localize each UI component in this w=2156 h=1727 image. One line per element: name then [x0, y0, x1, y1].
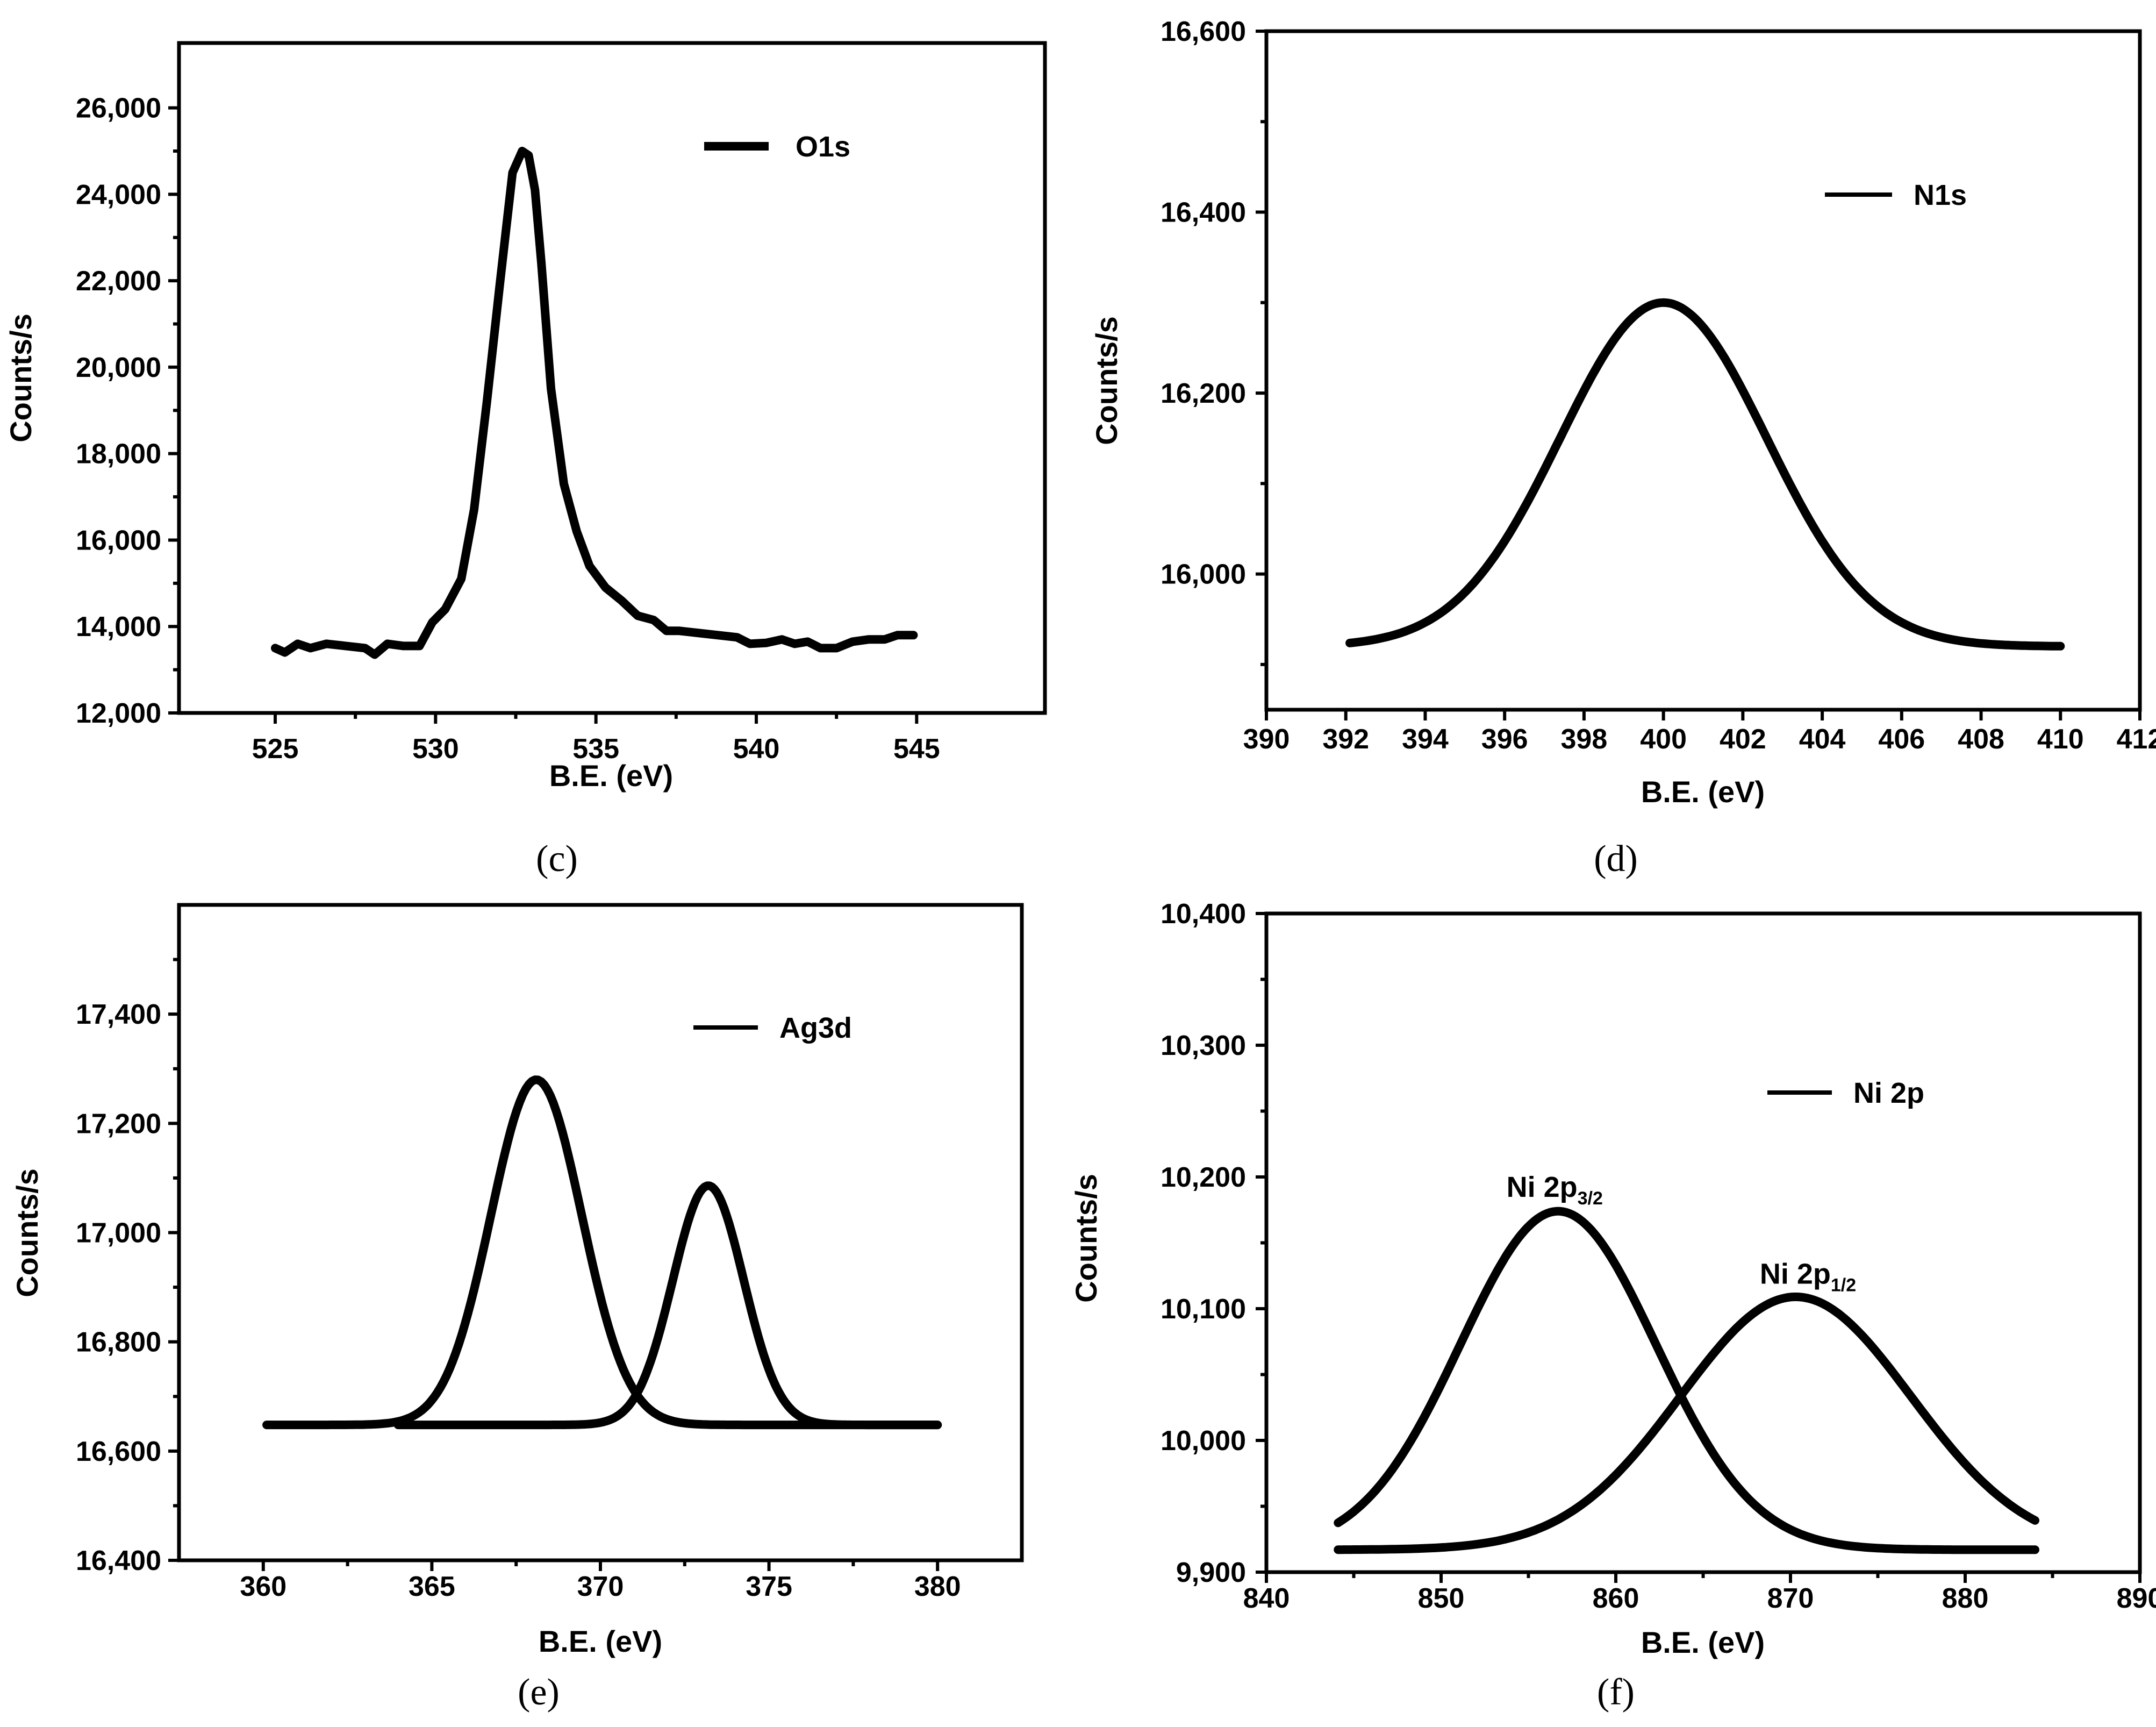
peak-curve-1 — [262, 1075, 942, 1430]
x-tick-label: 375 — [746, 1571, 792, 1602]
y-tick-label: 10,100 — [1161, 1294, 1246, 1325]
y-tick-label: 17,400 — [76, 999, 161, 1030]
y-tick-label: 20,000 — [76, 352, 161, 383]
y-axis-title: Counts/s — [4, 313, 38, 443]
x-tick-label: 530 — [412, 733, 459, 765]
x-tick-label: 850 — [1418, 1583, 1465, 1614]
peak-curve-2 — [1334, 1293, 2039, 1554]
x-tick-label: 540 — [733, 733, 780, 765]
y-tick-label: 16,200 — [1161, 378, 1246, 409]
y-tick-label: 10,000 — [1161, 1425, 1246, 1457]
peak-annotation: Ni 2p1/2 — [1760, 1258, 1856, 1295]
peak-curve-2 — [393, 1181, 942, 1430]
x-tick-label: 394 — [1402, 724, 1449, 755]
x-tick-label: 525 — [252, 733, 299, 765]
y-tick-label: 16,600 — [76, 1436, 161, 1467]
series-line-O1s — [271, 147, 918, 659]
x-tick-label: 370 — [577, 1571, 624, 1602]
x-tick-label: 890 — [2117, 1583, 2156, 1614]
y-tick-label: 17,000 — [76, 1218, 161, 1249]
peak-annotation: Ni 2p3/2 — [1507, 1171, 1603, 1209]
x-tick-label: 870 — [1767, 1583, 1814, 1614]
y-tick-label: 12,000 — [76, 698, 161, 729]
x-tick-label: 398 — [1561, 724, 1608, 755]
x-tick-label: 400 — [1640, 724, 1687, 755]
x-tick-label: 535 — [572, 733, 619, 765]
y-axis-title: Counts/s — [1090, 316, 1123, 445]
y-tick-label: 17,200 — [76, 1108, 161, 1139]
y-tick-label: 16,800 — [76, 1327, 161, 1358]
chart-panel-c: 525 530 535 540 545 12,000 14,000 16,000 18,000 2… — [4, 41, 1047, 880]
legend-label: O1s — [796, 131, 850, 163]
panel-label: (e) — [518, 1672, 560, 1713]
peak-curve-1 — [1334, 1207, 2039, 1554]
y-tick-label: 26,000 — [76, 93, 161, 124]
y-axis-title: Counts/s — [10, 1168, 44, 1297]
x-tick-label: 406 — [1878, 724, 1925, 755]
x-tick-label: 408 — [1958, 724, 2004, 755]
panel-label: (d) — [1594, 838, 1638, 880]
y-tick-label: 16,000 — [1161, 559, 1246, 590]
legend-label: Ag3d — [779, 1012, 852, 1044]
x-axis-title: B.E. (eV) — [1641, 775, 1765, 809]
x-tick-label: 880 — [1942, 1583, 1989, 1614]
y-tick-label: 16,400 — [76, 1545, 161, 1576]
x-tick-label: 545 — [893, 733, 940, 765]
plot-frame — [177, 41, 1047, 715]
x-axis-title: B.E. (eV) — [1641, 1625, 1765, 1659]
x-tick-label: 380 — [914, 1571, 961, 1602]
x-tick-label: 390 — [1243, 724, 1290, 755]
plot-frame — [1264, 29, 2142, 712]
chart-panel-d: 390 392 394 396 398 400 402 404 406 408 410 412 16,0… — [1090, 16, 2156, 880]
x-tick-label: 402 — [1720, 724, 1766, 755]
x-tick-label: 412 — [2117, 724, 2156, 755]
y-tick-label: 18,000 — [76, 439, 161, 470]
x-tick-label: 392 — [1322, 724, 1369, 755]
y-axis-title: Counts/s — [1069, 1174, 1103, 1303]
x-axis-title: B.E. (eV) — [539, 1624, 662, 1658]
legend-label: N1s — [1914, 179, 1967, 211]
y-tick-label: 10,200 — [1161, 1162, 1246, 1193]
x-tick-label: 404 — [1799, 724, 1846, 755]
legend-label: Ni 2p — [1853, 1077, 1924, 1109]
y-tick-label: 14,000 — [76, 611, 161, 643]
x-tick-label: 410 — [2037, 724, 2084, 755]
y-tick-label: 22,000 — [76, 266, 161, 297]
plot-frame — [177, 903, 1024, 1562]
y-tick-label: 16,400 — [1161, 197, 1246, 229]
x-tick-label: 840 — [1243, 1583, 1290, 1614]
y-tick-label: 10,300 — [1161, 1030, 1246, 1061]
x-tick-label: 365 — [409, 1571, 455, 1602]
panel-label: (c) — [536, 838, 578, 880]
x-tick-label: 860 — [1593, 1583, 1639, 1614]
x-tick-label: 360 — [240, 1571, 286, 1602]
x-tick-label: 396 — [1481, 724, 1528, 755]
panel-label: (f) — [1597, 1672, 1635, 1713]
y-tick-label: 9,900 — [1176, 1557, 1246, 1588]
y-tick-label: 10,400 — [1161, 898, 1246, 930]
y-tick-label: 24,000 — [76, 179, 161, 210]
y-tick-label: 16,000 — [76, 525, 161, 556]
chart-panel-e: 360 365 370 375 380 16,400 16,600 16,800 17,000 1… — [10, 903, 1024, 1713]
chart-panel-f: 840 850 860 870 880 890 9,900 10,000 10,100 10,20… — [1069, 898, 2156, 1713]
x-axis-title: B.E. (eV) — [549, 759, 673, 793]
plot-frame — [1264, 911, 2142, 1574]
y-tick-label: 16,600 — [1161, 16, 1246, 47]
peak-curve-1 — [1345, 298, 2065, 651]
